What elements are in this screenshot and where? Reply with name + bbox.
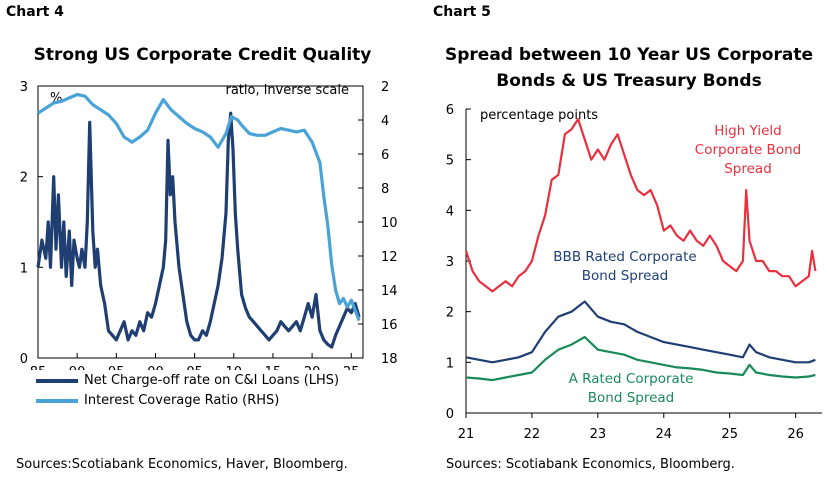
chart5-annotation-3-line-2: Bond Spread (588, 390, 674, 406)
chart5-series-line-3 (465, 335, 816, 382)
chart4-legend-swatch-1 (36, 378, 78, 383)
chart4-legend-item-1: Net Charge-off rate on C&I Loans (LHS) (36, 373, 339, 388)
chart4-x-tick-label: 00 (147, 365, 164, 370)
chart4-lhs-tick-label: 0 (20, 352, 28, 367)
chart4-x-tick-label: 05 (186, 365, 203, 370)
chart5-y-tick-label: 1 (446, 356, 454, 371)
chart5-y-tick-label: 6 (446, 103, 454, 118)
chart4-legend-label-1: Net Charge-off rate on C&I Loans (LHS) (84, 373, 340, 388)
chart5-source: Sources: Scotiabank Economics, Bloomberg… (446, 457, 735, 472)
chart4-axis-ticks: 012324681012141618859095000510152025 (20, 80, 398, 370)
chart5-x-tick-label: 25 (721, 427, 738, 442)
chart5-annotation-1-line-3: Spread (724, 161, 772, 177)
chart4-rhs-tick-label: 10 (381, 216, 398, 231)
chart5-series (464, 118, 817, 382)
chart5-panel-label: Chart 5 (433, 4, 491, 20)
chart5-annotations: High Yield Corporate Bond Spread BBB Rated … (553, 123, 801, 406)
chart4-rhs-tick-label: 8 (381, 182, 389, 197)
chart4-lhs-tick-label: 1 (20, 261, 28, 276)
chart4-x-tick-label: 15 (265, 365, 282, 370)
chart4-rhs-tick-label: 2 (381, 80, 389, 95)
chart5-annotation-2-line-1: BBB Rated Corporate (553, 249, 696, 265)
chart4-title: Strong US Corporate Credit Quality (33, 45, 372, 65)
chart5-unit: percentage points (480, 108, 598, 123)
chart4-x-tick-label: 20 (304, 365, 321, 370)
chart5-x-tick-label: 26 (787, 427, 804, 442)
chart5-series-line-2 (465, 300, 816, 364)
chart4-legend-label-2: Interest Coverage Ratio (RHS) (84, 393, 280, 408)
chart5-x-tick-label: 22 (524, 427, 541, 442)
chart5-x-tick-label: 24 (656, 427, 673, 442)
chart4-rhs-tick-label: 16 (381, 318, 398, 333)
chart4-series-line-2 (37, 92, 361, 322)
chart4-x-tick-label: 95 (108, 365, 125, 370)
chart5-y-tick-label: 3 (446, 255, 454, 270)
chart4-x-tick-label: 90 (69, 365, 86, 370)
chart4-source: Sources:Scotiabank Economics, Haver, Blo… (16, 457, 348, 472)
chart4-lhs-tick-label: 2 (20, 171, 28, 186)
chart5-series-line-1 (464, 118, 817, 293)
chart4-rhs-tick-label: 4 (381, 114, 389, 129)
chart5-y-tick-label: 4 (446, 204, 454, 219)
chart4-series (36, 92, 361, 349)
chart5-annotation-1-line-1: High Yield (714, 123, 781, 139)
chart4-rhs-tick-label: 12 (381, 250, 398, 265)
chart4-series-line-1 (36, 111, 361, 349)
chart5-y-tick-label: 0 (446, 407, 454, 422)
chart4-rhs-unit: ratio, inverse scale (225, 83, 349, 98)
chart4-panel-label: Chart 4 (6, 4, 64, 20)
chart4-rhs-tick-label: 18 (381, 352, 398, 367)
chart4-lhs-tick-label: 3 (20, 80, 28, 95)
chart4-x-tick-label: 25 (343, 365, 360, 370)
chart5-x-tick-label: 23 (590, 427, 607, 442)
chart5-annotation-3-line-1: A Rated Corporate (569, 371, 694, 387)
chart5-y-tick-label: 2 (446, 306, 454, 321)
chart4-legend-swatch-2 (36, 398, 78, 403)
chart5-title-line-2: Bonds & US Treasury Bonds (496, 71, 762, 91)
chart5-title-line-1: Spread between 10 Year US Corporate (445, 45, 813, 65)
chart4-x-tick-label: 85 (30, 365, 47, 370)
chart4-rhs-tick-label: 6 (381, 148, 389, 163)
chart4-legend-item-2: Interest Coverage Ratio (RHS) (36, 393, 279, 408)
chart5-y-tick-label: 5 (446, 154, 454, 169)
chart5-annotation-2-line-2: Bond Spread (582, 268, 668, 284)
chart5-x-tick-label: 21 (458, 427, 475, 442)
chart4-rhs-tick-label: 14 (381, 284, 398, 299)
chart5-annotation-1-line-2: Corporate Bond (695, 142, 801, 158)
chart4-x-tick-label: 10 (226, 365, 243, 370)
